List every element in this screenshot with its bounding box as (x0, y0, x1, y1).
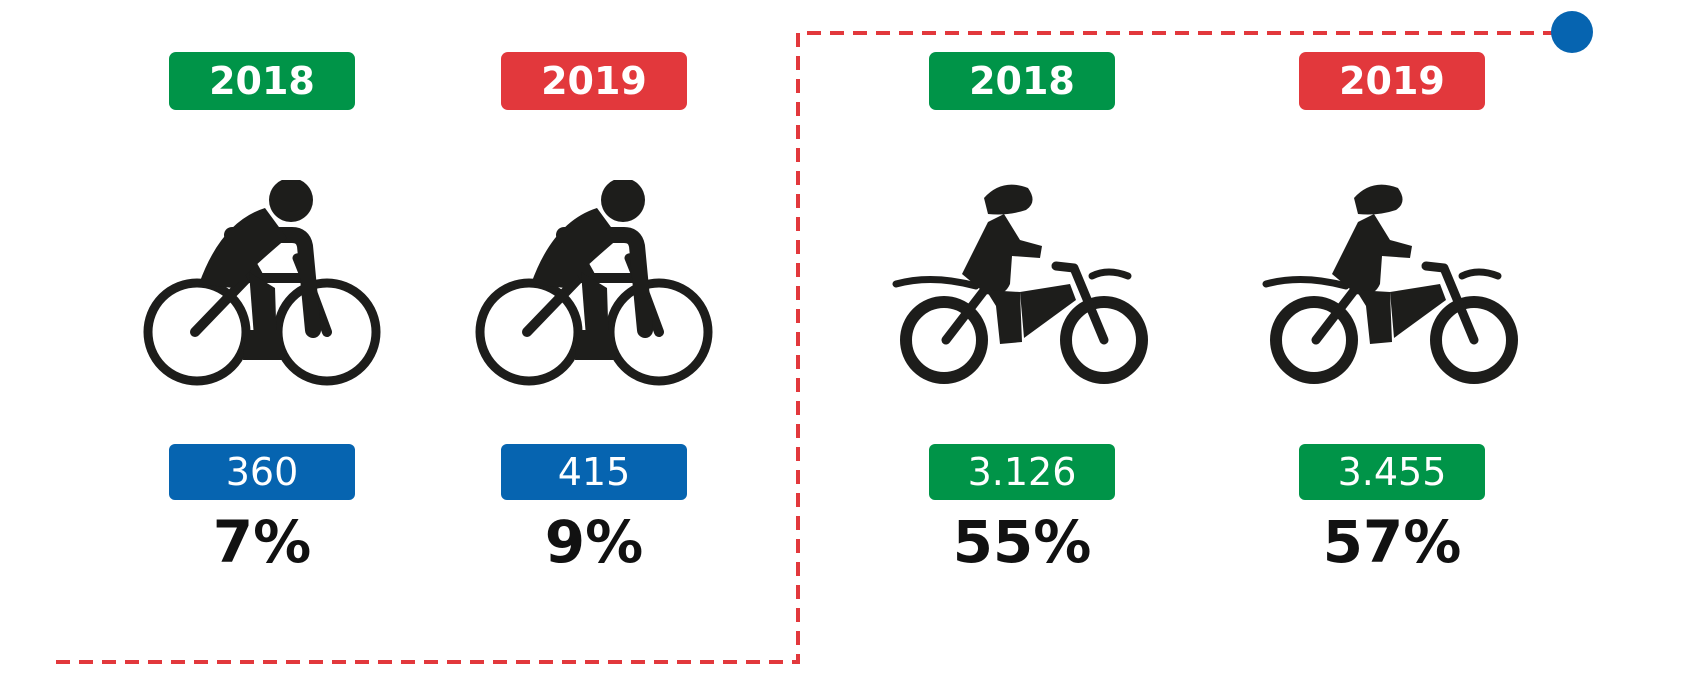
share-percentage: 9% (544, 508, 644, 576)
year-badge-2018: 2018 (169, 52, 355, 110)
share-percentage: 57% (1322, 508, 1462, 576)
bicycle-rider-icon (137, 180, 387, 410)
count-badge: 3.455 (1299, 444, 1485, 500)
count-badge: 415 (501, 444, 687, 500)
year-badge-2018: 2018 (929, 52, 1115, 110)
year-badge-2019: 2019 (501, 52, 687, 110)
motorcycle-2019-card: 2019 3.455 57% (1272, 0, 1512, 600)
share-percentage: 7% (212, 508, 312, 576)
motorcycle-2018-card: 2018 3.126 55% (902, 0, 1142, 600)
motorcycle-rider-icon (1262, 180, 1522, 410)
year-badge-2019: 2019 (1299, 52, 1485, 110)
bicycle-2019-card: 2019 415 9% (474, 0, 714, 600)
bicycle-rider-icon (469, 180, 719, 410)
bicycle-2018-card: 2018 360 7% (142, 0, 382, 600)
connector-dot (1551, 11, 1593, 53)
share-percentage: 55% (952, 508, 1092, 576)
count-badge: 3.126 (929, 444, 1115, 500)
motorcycle-rider-icon (892, 180, 1152, 410)
count-badge: 360 (169, 444, 355, 500)
